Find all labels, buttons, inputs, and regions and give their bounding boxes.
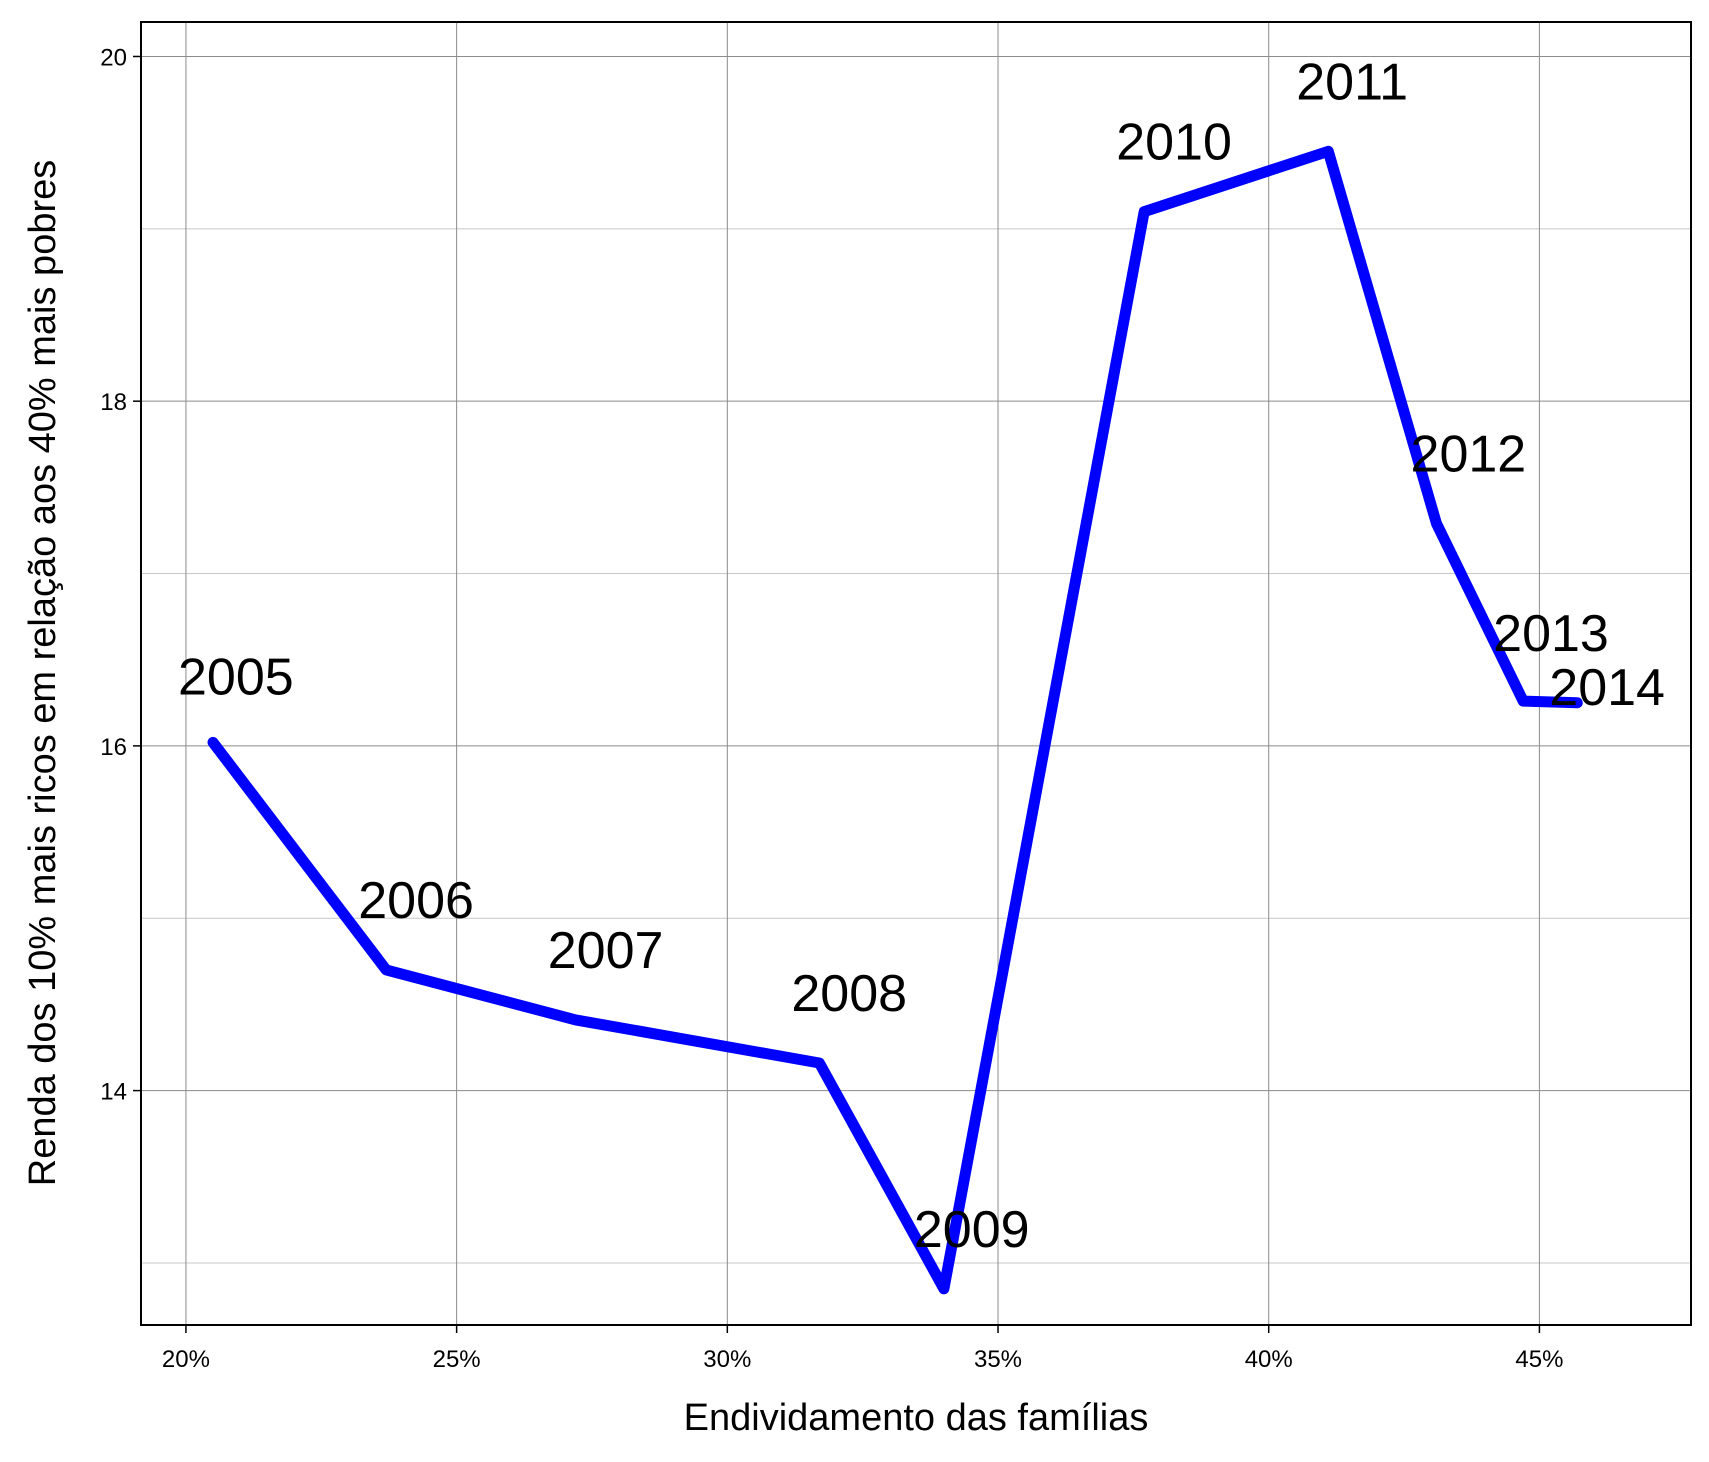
series-layer: [207, 145, 1583, 1295]
axis-ticks: 20% 25% 30% 35% 40% 45% 14 16 18 20: [100, 44, 1563, 1373]
x-tick-label: 20%: [162, 1346, 210, 1373]
x-tick-label: 25%: [433, 1346, 481, 1373]
major-gridlines: [141, 22, 1691, 1325]
series-line: [207, 145, 1583, 1295]
x-tick-label: 35%: [974, 1346, 1022, 1373]
x-tick-label: 45%: [1515, 1346, 1563, 1373]
x-axis-title: Endividamento das famílias: [684, 1397, 1149, 1439]
point-label-2008: 2008: [791, 965, 907, 1023]
point-label-2011: 2011: [1296, 53, 1408, 111]
y-tick-label: 14: [100, 1079, 127, 1106]
plot-panel: [141, 22, 1691, 1325]
point-label-2012: 2012: [1411, 426, 1527, 484]
y-tick-label: 18: [100, 389, 127, 416]
plot-border: [140, 21, 1692, 1326]
point-label-2007: 2007: [548, 922, 664, 980]
y-axis-title: Renda dos 10% mais ricos em relação aos …: [22, 160, 64, 1187]
point-label-2005: 2005: [178, 648, 294, 706]
point-label-2010: 2010: [1116, 114, 1232, 172]
point-label-2006: 2006: [358, 872, 474, 930]
point-label-2013: 2013: [1493, 605, 1609, 663]
y-tick-label: 16: [100, 734, 127, 761]
y-tick-label: 20: [100, 44, 127, 71]
point-label-2014: 2014: [1549, 659, 1665, 717]
minor-gridlines: [141, 228, 1691, 1264]
x-tick-label: 30%: [703, 1346, 751, 1373]
point-label-2009: 2009: [914, 1201, 1030, 1259]
x-tick-label: 40%: [1245, 1346, 1293, 1373]
